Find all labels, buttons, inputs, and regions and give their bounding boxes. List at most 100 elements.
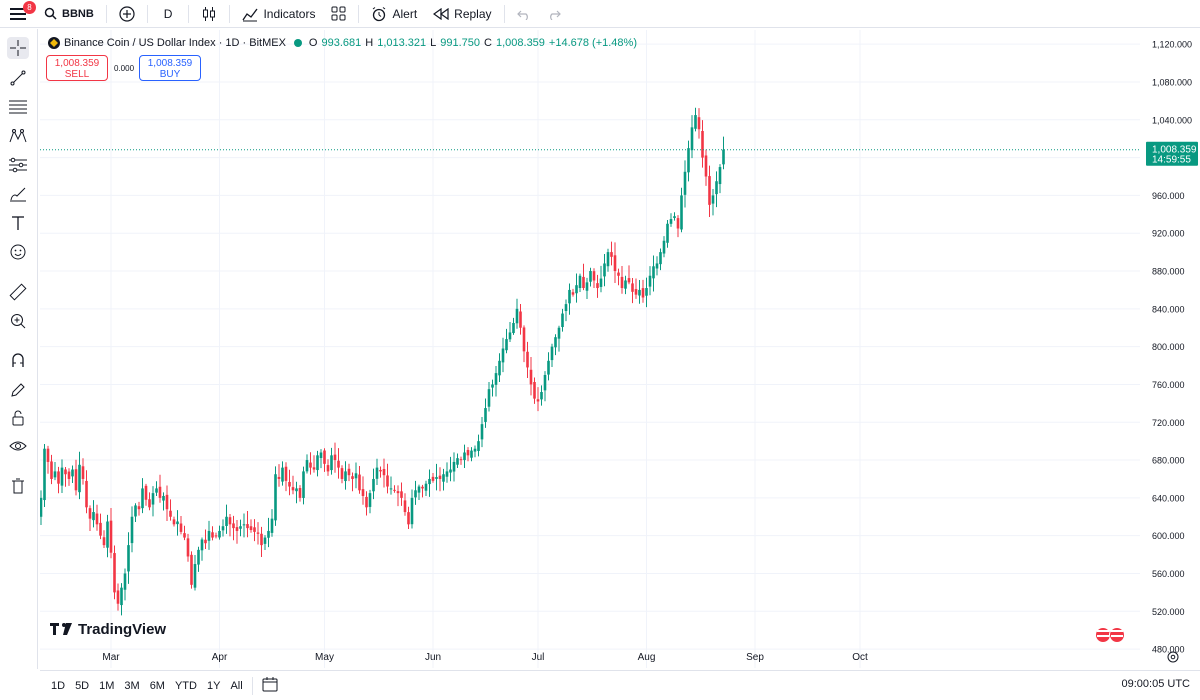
candle xyxy=(253,519,256,542)
candle xyxy=(316,450,319,477)
interval-button[interactable]: D xyxy=(152,0,185,28)
candle-body xyxy=(361,489,365,496)
candle xyxy=(466,447,470,462)
layouts-button[interactable] xyxy=(323,0,354,28)
divider xyxy=(146,4,148,23)
candle xyxy=(281,461,284,486)
market-status-dot xyxy=(293,39,302,47)
range-1y[interactable]: 1Y xyxy=(206,679,221,692)
candle xyxy=(494,365,498,397)
candle-body xyxy=(543,374,547,391)
divider xyxy=(229,4,231,23)
candle-body xyxy=(606,252,610,267)
settings-icon[interactable] xyxy=(1167,651,1179,663)
chart-type-button[interactable] xyxy=(193,0,225,28)
price-axis[interactable]: 1,120.0001,080.0001,040.0001,000.000960.… xyxy=(1140,30,1200,668)
date-range-button[interactable] xyxy=(257,676,283,695)
timezone-clock[interactable]: 09:00:05 UTC xyxy=(1121,678,1190,690)
candle-body xyxy=(53,471,57,478)
horizontal-lines-icon xyxy=(9,100,27,114)
candle-body xyxy=(382,469,386,476)
candle xyxy=(648,266,652,296)
stay-drawing-tool[interactable] xyxy=(7,379,29,401)
time-tick-label: Jul xyxy=(532,652,545,663)
candle xyxy=(267,517,270,548)
candle xyxy=(473,445,477,458)
compare-button[interactable] xyxy=(111,0,143,28)
range-1m[interactable]: 1M xyxy=(99,679,115,692)
candle xyxy=(379,466,382,478)
undo-button[interactable] xyxy=(509,0,539,28)
redo-button[interactable] xyxy=(539,0,569,28)
candle-body xyxy=(575,285,578,294)
candle xyxy=(690,115,694,159)
range-6m[interactable]: 6M xyxy=(149,679,165,692)
replay-button[interactable]: Replay xyxy=(425,0,499,28)
buy-label: BUY xyxy=(159,69,181,80)
candle xyxy=(428,469,431,497)
candle-body xyxy=(694,115,697,129)
candle-body xyxy=(193,564,197,588)
price-chart[interactable]: 1,120.0001,080.0001,040.0001,000.000960.… xyxy=(40,30,1200,670)
candle xyxy=(162,492,165,511)
candle xyxy=(550,343,554,368)
ruler-tool[interactable] xyxy=(7,281,29,303)
visibility-tool[interactable] xyxy=(7,435,29,457)
candle-body xyxy=(99,522,102,536)
crosshair-tool[interactable] xyxy=(7,37,29,59)
candle-body xyxy=(64,469,67,475)
range-1d[interactable]: 1D xyxy=(51,679,66,692)
emoji-tool[interactable] xyxy=(7,241,29,263)
candle xyxy=(652,255,655,292)
candle-body xyxy=(71,469,74,477)
candle xyxy=(501,337,505,373)
time-axis[interactable]: Mar Apr May Jun Jul Aug Sep Oct xyxy=(102,652,868,663)
sell-button[interactable]: 1,008.359 SELL xyxy=(46,55,108,81)
chart-legend: Binance Coin / US Dollar Index · 1D · Bi… xyxy=(48,37,637,49)
trend-line-tool[interactable] xyxy=(7,67,29,89)
candle-body xyxy=(102,537,106,546)
range-3m[interactable]: 3M xyxy=(124,679,140,692)
zoom-tool[interactable] xyxy=(7,310,29,332)
buy-button[interactable]: 1,008.359 BUY xyxy=(139,55,201,81)
candle xyxy=(207,520,211,550)
candle-body xyxy=(386,475,389,487)
lock-tool[interactable] xyxy=(7,407,29,429)
candle-body xyxy=(172,519,176,525)
candle-body xyxy=(284,466,288,481)
text-tool[interactable] xyxy=(7,212,29,234)
candle xyxy=(613,242,617,284)
candle xyxy=(554,334,557,356)
menu-button[interactable]: 8 xyxy=(0,0,36,28)
candle xyxy=(620,265,624,294)
remove-drawings-tool[interactable] xyxy=(7,475,29,497)
candle-body xyxy=(358,474,361,491)
low-value: 991.750 xyxy=(440,37,481,49)
symbol-search[interactable]: BBNB xyxy=(36,0,102,28)
candle-body xyxy=(421,486,424,489)
pattern-tool[interactable] xyxy=(7,125,29,147)
candle xyxy=(197,546,200,572)
candle-body xyxy=(211,532,214,538)
legend-title: Binance Coin / US Dollar Index · 1D · Bi… xyxy=(64,37,286,49)
fib-tool[interactable] xyxy=(7,96,29,118)
range-5d[interactable]: 5D xyxy=(75,679,90,692)
alert-button[interactable]: Alert xyxy=(363,0,425,28)
candle xyxy=(431,473,435,483)
economic-events[interactable] xyxy=(1095,627,1125,643)
candle xyxy=(459,456,463,465)
candle xyxy=(368,489,372,514)
candle-body xyxy=(410,497,414,525)
candle-body xyxy=(85,480,88,508)
price-tick-label: 920.000 xyxy=(1152,229,1185,239)
candle xyxy=(43,444,46,507)
range-ytd[interactable]: YTD xyxy=(174,679,197,692)
indicators-button[interactable]: Indicators xyxy=(234,0,323,28)
trash-icon xyxy=(12,478,24,494)
candle xyxy=(519,303,522,335)
brush-tool[interactable] xyxy=(7,183,29,205)
crosshair-icon xyxy=(10,40,26,56)
range-all[interactable]: All xyxy=(230,679,243,692)
forecast-tool[interactable] xyxy=(7,154,29,176)
magnet-tool[interactable] xyxy=(7,349,29,371)
